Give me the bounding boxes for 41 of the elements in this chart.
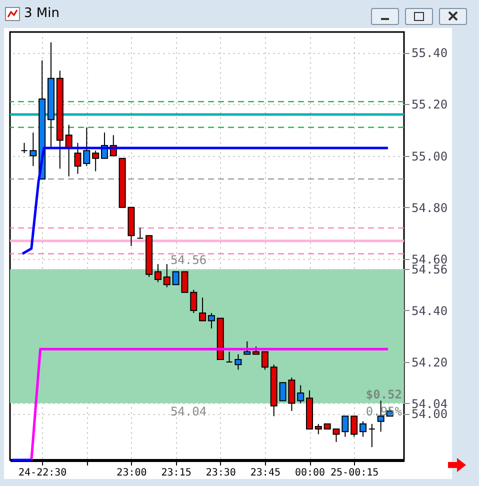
candlestick [261,351,268,370]
candlestick [154,264,162,283]
candlestick [350,416,358,438]
annotation: 54.56 [170,253,207,268]
y-tick-label: 55.20 [412,98,448,112]
candlestick [65,124,72,177]
candlestick [208,312,215,330]
x-tick-label: 24-22:30 [18,468,67,478]
x-tick-label: 23:45 [250,468,280,478]
y-tick-label: 54.00 [412,407,448,422]
x-tick-label: 23:00 [116,468,147,478]
candlestick [226,351,233,363]
y-tick-label: 54.56 [412,262,448,277]
y-tick-label: 54.20 [412,356,448,370]
candlestick [136,227,144,239]
x-tick-label: 25-00:15 [330,468,379,478]
y-tick-label: 54.40 [412,304,448,318]
candlestick [359,420,366,438]
y-tick-label: 55.40 [412,46,448,60]
candlestick [83,126,90,167]
candlestick [314,423,322,435]
candlestick [92,150,100,172]
annotation: 54.04 [170,404,207,418]
x-tick-label: 23:15 [161,468,192,478]
candlestick [244,340,251,355]
candlestick [199,297,206,322]
y-tick-label: 54.80 [412,200,448,215]
candlestick [190,289,198,314]
candlestick [30,132,37,167]
x-tick-label: 00:00 [294,468,326,478]
line-series [21,146,390,255]
x-tick-label: 23:30 [206,468,236,478]
candlestick [234,354,242,370]
y-tick-label: 55.00 [412,149,448,164]
candlestick [368,423,376,448]
candlestick [74,142,82,174]
candlestick [297,384,304,404]
candlestick [163,264,170,288]
chart-title: 3 Min [24,6,60,21]
annotation: $0.52 [366,387,402,402]
candlestick [20,142,28,154]
